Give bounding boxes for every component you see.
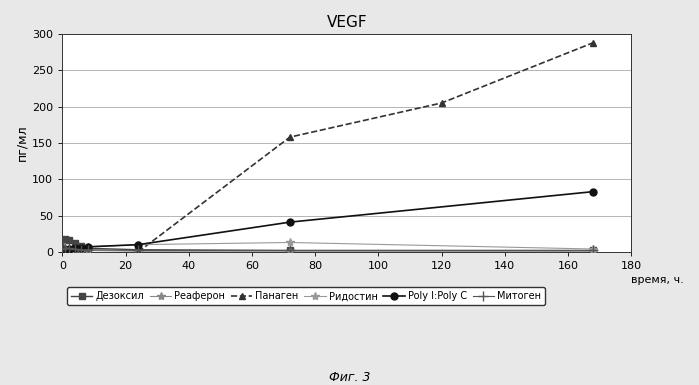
- Poly I:Poly C: [589, 189, 598, 194]
- Poly I:Poly C: [77, 245, 85, 250]
- Реаферон: [589, 249, 598, 253]
- Poly I:Poly C: [64, 247, 73, 251]
- Poly I:Poly C: [134, 242, 143, 247]
- Line: Дезоксил: Дезоксил: [59, 236, 596, 253]
- Реаферон: [134, 249, 143, 253]
- Митоген: [71, 247, 79, 251]
- Line: Митоген: Митоген: [57, 243, 598, 255]
- Дезоксил: [286, 248, 294, 253]
- Ридостин: [83, 244, 92, 249]
- Line: Poly I:Poly C: Poly I:Poly C: [59, 188, 597, 254]
- Line: Реаферон: Реаферон: [58, 244, 598, 255]
- Панаген: [438, 100, 446, 105]
- Митоген: [589, 248, 598, 253]
- Митоген: [64, 246, 73, 251]
- Ридостин: [58, 248, 66, 253]
- Дезоксил: [77, 244, 85, 248]
- Line: Панаген: Панаген: [135, 39, 597, 255]
- Text: Фиг. 3: Фиг. 3: [329, 371, 370, 384]
- Text: время, ч.: время, ч.: [631, 275, 684, 285]
- Poly I:Poly C: [62, 248, 70, 252]
- Poly I:Poly C: [83, 244, 92, 249]
- Title: VEGF: VEGF: [326, 15, 367, 30]
- Дезоксил: [58, 246, 66, 251]
- Line: Ридостин: Ридостин: [58, 238, 598, 254]
- Митоген: [83, 248, 92, 252]
- Дезоксил: [64, 238, 73, 243]
- Дезоксил: [83, 246, 92, 251]
- Реаферон: [77, 248, 85, 253]
- Дезоксил: [589, 248, 598, 253]
- Реаферон: [62, 246, 70, 251]
- Панаген: [134, 249, 143, 254]
- Дезоксил: [134, 248, 143, 252]
- Реаферон: [83, 248, 92, 253]
- Poly I:Poly C: [71, 246, 79, 251]
- Legend: Дезоксил, Реаферон, Панаген, Ридостин, Poly I:Poly C, Митоген: Дезоксил, Реаферон, Панаген, Ридостин, P…: [67, 287, 545, 305]
- Ридостин: [77, 245, 85, 250]
- Ридостин: [589, 247, 598, 251]
- Митоген: [58, 247, 66, 251]
- Митоген: [77, 248, 85, 252]
- Панаген: [286, 135, 294, 139]
- Реаферон: [71, 248, 79, 252]
- Митоген: [134, 248, 143, 253]
- Дезоксил: [62, 236, 70, 241]
- Реаферон: [64, 247, 73, 251]
- Y-axis label: пг/мл: пг/мл: [15, 125, 28, 161]
- Ридостин: [64, 247, 73, 251]
- Митоген: [286, 248, 294, 253]
- Ридостин: [286, 240, 294, 245]
- Ридостин: [134, 242, 143, 247]
- Реаферон: [58, 248, 66, 252]
- Панаген: [589, 40, 598, 45]
- Ридостин: [71, 246, 79, 251]
- Дезоксил: [71, 241, 79, 246]
- Poly I:Poly C: [58, 248, 66, 253]
- Ридостин: [62, 248, 70, 252]
- Митоген: [62, 245, 70, 250]
- Poly I:Poly C: [286, 220, 294, 224]
- Реаферон: [286, 249, 294, 253]
